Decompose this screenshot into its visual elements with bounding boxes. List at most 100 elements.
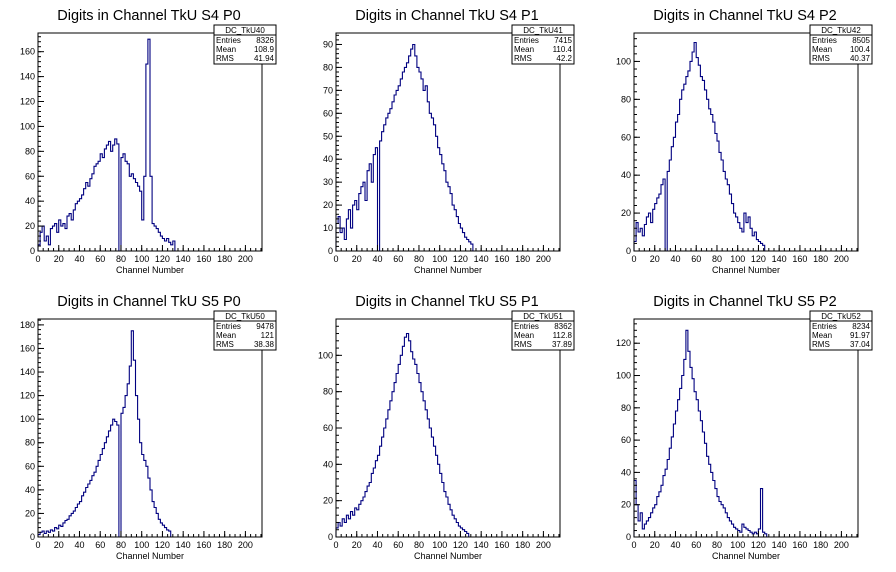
stats-mean-label: Mean xyxy=(216,45,236,54)
stats-entries-value: 7415 xyxy=(554,36,572,45)
x-tick-label: 20 xyxy=(650,254,660,264)
x-tick-label: 60 xyxy=(691,540,701,550)
y-tick-label: 30 xyxy=(323,177,333,187)
stats-rms-value: 37.04 xyxy=(850,340,871,349)
x-tick-label: 140 xyxy=(772,254,787,264)
x-tick-label: 80 xyxy=(414,540,424,550)
stats-entries-value: 8234 xyxy=(852,322,870,331)
y-tick-label: 80 xyxy=(323,62,333,72)
x-tick-label: 0 xyxy=(35,540,40,550)
y-tick-label: 0 xyxy=(30,532,35,542)
y-tick-label: 40 xyxy=(25,196,35,206)
y-tick-label: 20 xyxy=(621,208,631,218)
x-tick-label: 120 xyxy=(155,254,170,264)
x-tick-label: 20 xyxy=(650,540,660,550)
x-tick-label: 180 xyxy=(217,540,232,550)
x-tick-label: 160 xyxy=(792,540,807,550)
x-tick-label: 0 xyxy=(333,540,338,550)
x-tick-label: 60 xyxy=(95,540,105,550)
x-tick-label: 120 xyxy=(453,540,468,550)
stats-name: DC_TkU42 xyxy=(821,26,861,35)
stats-name: DC_TkU41 xyxy=(523,26,563,35)
stats-rms-label: RMS xyxy=(812,54,830,63)
y-tick-label: 100 xyxy=(20,121,35,131)
x-tick-label: 120 xyxy=(751,540,766,550)
plot-frame xyxy=(335,318,561,538)
histogram-panel-s4-p1: Digits in Channel TkU S4 P1 0 10 20 30 40 50 6… xyxy=(323,8,575,275)
y-tick-label: 0 xyxy=(328,246,333,256)
x-tick-label: 180 xyxy=(217,254,232,264)
x-tick-label: 200 xyxy=(238,540,253,550)
y-tick-label: 80 xyxy=(621,94,631,104)
y-tick-label: 20 xyxy=(323,200,333,210)
stats-mean-value: 91.97 xyxy=(850,331,871,340)
stats-name: DC_TkU51 xyxy=(523,312,563,321)
x-axis-title: Channel Number xyxy=(712,551,780,561)
x-tick-label: 160 xyxy=(196,254,211,264)
plot-frame xyxy=(37,318,263,538)
x-tick-label: 120 xyxy=(453,254,468,264)
x-tick-label: 180 xyxy=(515,254,530,264)
x-tick-label: 60 xyxy=(393,540,403,550)
stats-name: DC_TkU52 xyxy=(821,312,861,321)
stats-rms-value: 37.89 xyxy=(552,340,573,349)
stats-box-frame xyxy=(511,310,575,351)
x-tick-label: 60 xyxy=(393,254,403,264)
histogram-panel-s5-p0: Digits in Channel TkU S5 P0 0 20 40 60 80 100… xyxy=(20,294,277,561)
stats-rms-value: 40.37 xyxy=(850,54,871,63)
y-tick-label: 60 xyxy=(323,108,333,118)
stats-box-frame xyxy=(213,24,277,65)
x-tick-label: 160 xyxy=(196,540,211,550)
x-tick-label: 140 xyxy=(474,540,489,550)
x-tick-label: 40 xyxy=(670,254,680,264)
y-tick-label: 40 xyxy=(25,485,35,495)
x-tick-label: 100 xyxy=(134,540,149,550)
stats-mean-label: Mean xyxy=(514,45,534,54)
stats-box-frame xyxy=(809,24,873,65)
stats-mean-value: 110.4 xyxy=(553,45,573,54)
x-tick-label: 100 xyxy=(134,254,149,264)
x-tick-label: 20 xyxy=(352,540,362,550)
x-tick-label: 0 xyxy=(631,540,636,550)
histogram-line xyxy=(633,329,768,537)
x-axis-title: Channel Number xyxy=(414,265,482,275)
stats-mean-value: 108.9 xyxy=(254,45,275,54)
stats-box: DC_TkU52 Entries 8234 Mean 91.97 RMS 37.… xyxy=(809,310,873,351)
stats-rms-value: 38.38 xyxy=(254,340,275,349)
y-tick-label: 100 xyxy=(318,350,333,360)
x-tick-label: 40 xyxy=(670,540,680,550)
stats-box: DC_TkU42 Entries 8505 Mean 100.4 RMS 40.… xyxy=(809,24,873,65)
y-tick-label: 120 xyxy=(20,97,35,107)
y-tick-label: 40 xyxy=(323,459,333,469)
stats-mean-value: 112.8 xyxy=(553,331,573,340)
y-tick-label: 60 xyxy=(25,461,35,471)
x-tick-label: 20 xyxy=(54,540,64,550)
y-tick-label: 10 xyxy=(323,223,333,233)
x-axis-title: Channel Number xyxy=(414,551,482,561)
panel-title: Digits in Channel TkU S4 P1 xyxy=(355,8,539,24)
y-tick-label: 20 xyxy=(25,508,35,518)
y-tick-label: 140 xyxy=(20,367,35,377)
stats-box: DC_TkU40 Entries 8326 Mean 108.9 RMS 41.… xyxy=(213,24,277,65)
x-tick-label: 20 xyxy=(352,254,362,264)
x-tick-label: 140 xyxy=(474,254,489,264)
panel-title: Digits in Channel TkU S5 P1 xyxy=(355,294,539,310)
x-tick-label: 200 xyxy=(834,540,849,550)
stats-entries-value: 8505 xyxy=(852,36,870,45)
x-tick-label: 0 xyxy=(631,254,636,264)
stats-rms-value: 42.2 xyxy=(556,54,572,63)
y-tick-label: 100 xyxy=(616,56,631,66)
y-tick-label: 20 xyxy=(621,500,631,510)
x-tick-label: 140 xyxy=(176,540,191,550)
stats-mean-label: Mean xyxy=(514,331,534,340)
x-tick-label: 120 xyxy=(751,254,766,264)
x-tick-label: 100 xyxy=(432,540,447,550)
x-tick-label: 180 xyxy=(515,540,530,550)
x-tick-label: 100 xyxy=(730,540,745,550)
panel-title: Digits in Channel TkU S5 P0 xyxy=(57,294,241,310)
y-tick-label: 0 xyxy=(626,532,631,542)
x-tick-label: 160 xyxy=(494,540,509,550)
y-tick-label: 80 xyxy=(323,387,333,397)
y-tick-label: 120 xyxy=(20,391,35,401)
y-tick-label: 100 xyxy=(616,371,631,381)
